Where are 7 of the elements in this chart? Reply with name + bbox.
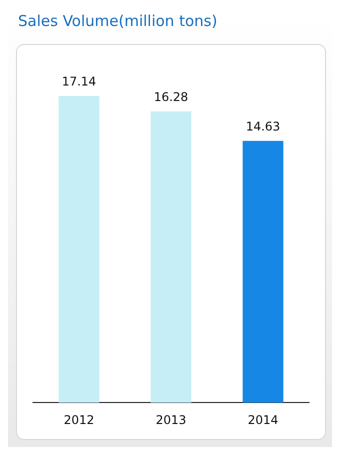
data-label: 16.28 xyxy=(154,90,188,104)
x-tick-label: 2012 xyxy=(64,412,94,427)
x-tick-label: 2013 xyxy=(156,412,186,427)
data-label: 17.14 xyxy=(62,74,96,88)
x-tick-label: 2014 xyxy=(248,412,278,427)
data-label: 14.63 xyxy=(246,119,280,134)
chart-title: Sales Volume(million tons) xyxy=(18,12,218,30)
